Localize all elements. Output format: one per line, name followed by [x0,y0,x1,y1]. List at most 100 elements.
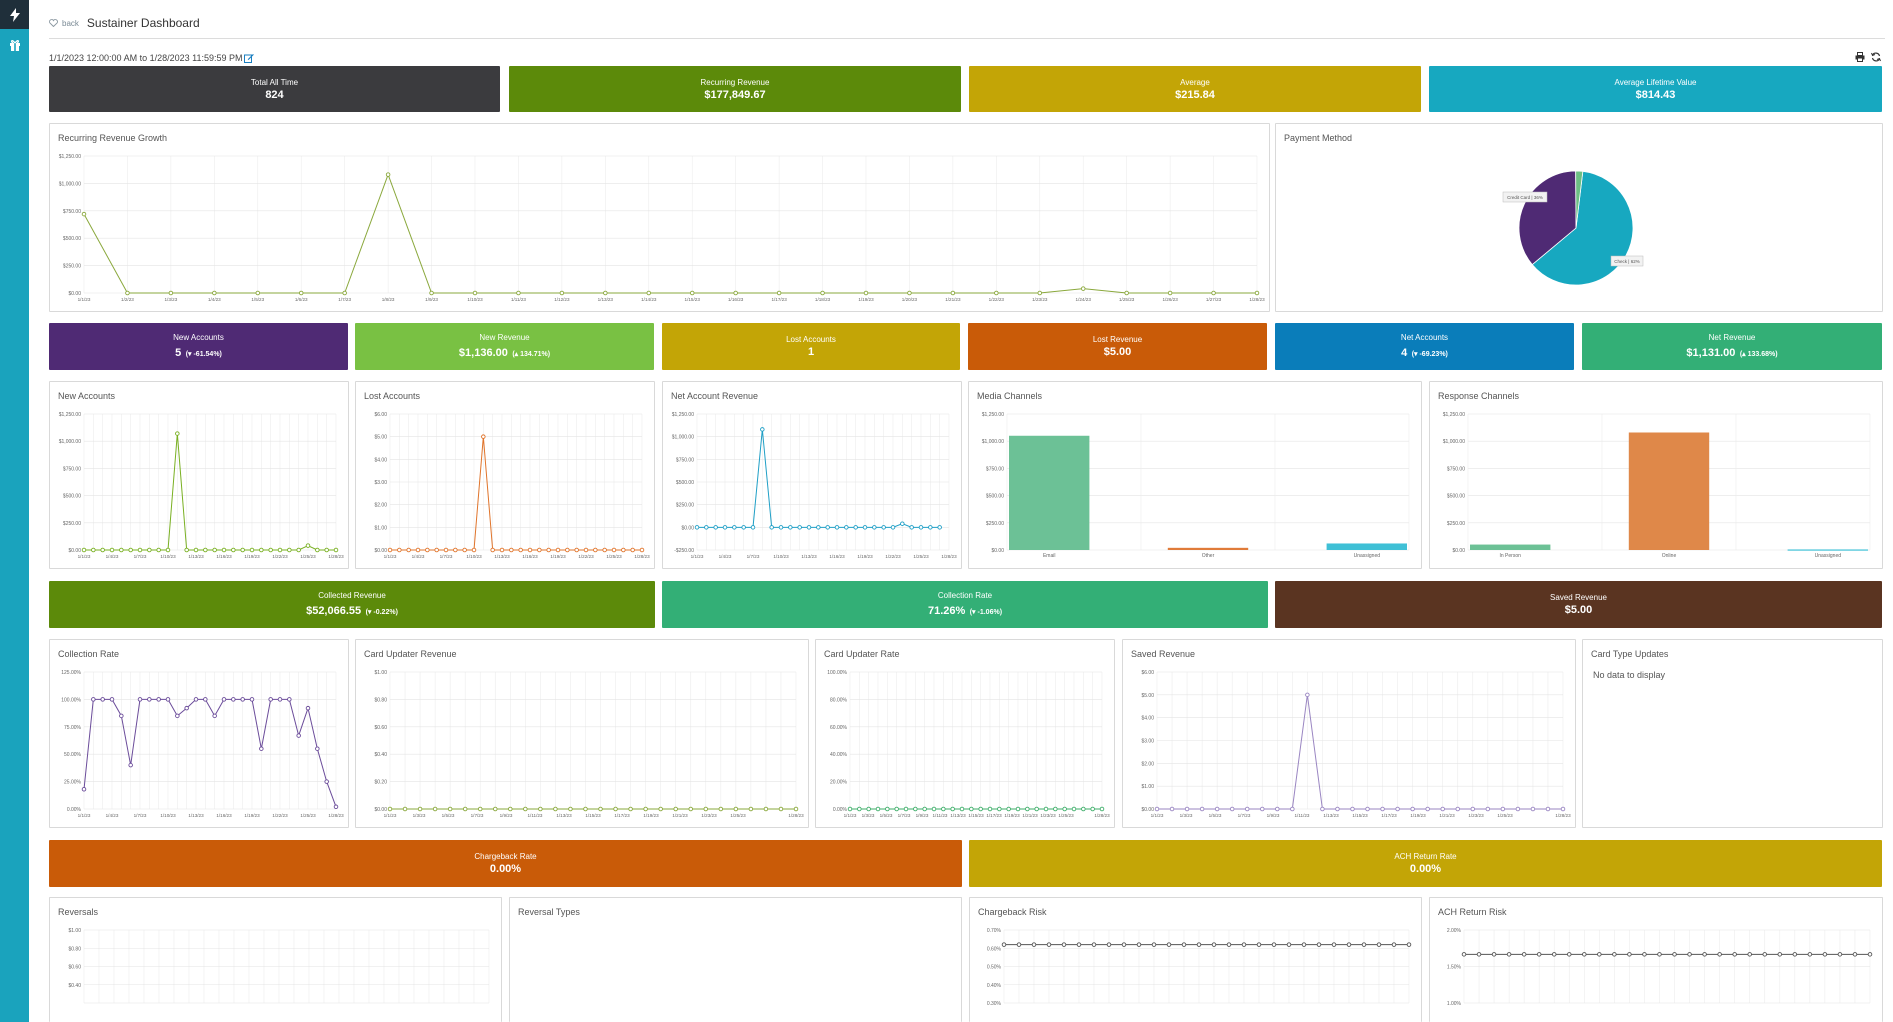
data-point [212,547,217,553]
data-point [603,290,608,296]
data-point [165,697,171,702]
data-point [1822,952,1828,957]
stat-new-revenue[interactable]: New Revenue $1,136.00 (▴ 134.71%) [355,323,654,370]
y-tick-label: $1,250.00 [672,412,694,418]
data-point [694,525,700,530]
stat-change: (▾ -69.23%) [1411,351,1448,358]
data-point [184,547,189,553]
x-tick-label: 1/21/23 [672,813,688,818]
stat-value: $177,849.67 [704,88,766,101]
edit-icon[interactable] [244,53,255,63]
y-tick-label: $0.00 [991,548,1004,554]
data-point [1106,942,1112,947]
data-point [402,806,408,812]
data-point [128,547,133,553]
y-tick-label: $0.00 [374,548,387,554]
stat-net-revenue[interactable]: Net Revenue $1,131.00 (▴ 133.68%) [1582,323,1882,370]
stat-recurring-revenue[interactable]: Recurring Revenue $177,849.67 [509,66,961,112]
data-point [553,806,558,812]
card-chargeback-risk: Chargeback Risk 0.30% 0.40% 0.50% 0.60% 0.70… [969,897,1422,1022]
data-point [1076,942,1082,947]
data-point [1391,942,1397,947]
stat-value: 0.00% [489,863,522,875]
data-point [1241,942,1247,947]
data-point [240,697,245,702]
data-point [417,806,423,812]
data-point [673,806,678,812]
data-point [1081,806,1086,812]
y-tick-label: 2.00% [1447,928,1462,934]
data-point [1582,952,1587,957]
x-tick-label: 1/19/23 [550,554,566,559]
y-tick-label: $0.60 [68,965,81,971]
card-response-channels: Response Channels $0.00 $250.00 $500.00 $75… [1429,381,1883,569]
data-point [778,525,784,530]
stat-average[interactable]: Average $215.84 [969,66,1421,112]
stat-lost-accounts[interactable]: Lost Accounts 1 [662,323,960,370]
data-point [119,547,124,553]
bolt-icon[interactable] [0,0,29,29]
bar [1326,543,1407,550]
x-tick-label: 1/23/23 [1040,813,1056,818]
data-point [806,525,812,530]
y-tick-label: 1.00% [1447,1001,1462,1007]
data-point [249,697,255,702]
stat-saved-revenue[interactable]: Saved Revenue $5.00 [1275,581,1882,628]
stat-new-accounts[interactable]: New Accounts 5 (▾ -61.54%) [49,323,348,370]
data-point [950,290,956,296]
y-tick-label: $500.00 [63,494,81,500]
data-point [137,697,143,702]
data-point [481,434,486,439]
x-tick-label: 1/13/23 [598,297,614,302]
card-title: Saved Revenue [1131,649,1196,659]
data-point [1717,952,1722,957]
y-tick-label: $250.00 [676,503,694,509]
data-point [203,547,208,553]
x-tick-label: 1/25/23 [1119,297,1135,302]
data-point [415,547,421,553]
data-point [903,806,909,812]
x-tick-label: 1/12/23 [554,297,570,302]
stat-change: (▾ -1.06%) [969,609,1003,616]
x-tick-label: 1/22/23 [272,813,288,818]
stat-chargeback-rate[interactable]: Chargeback Rate 0.00% [49,840,962,887]
card-media-channels: Media Channels $0.00 $250.00 $500.00 $750.0… [968,381,1422,569]
x-tick-label: 1/21/23 [1439,813,1455,818]
heart-icon [49,19,58,27]
data-point [315,746,320,751]
stat-total-all-time[interactable]: Total All Time 824 [49,66,500,112]
data-point [816,525,821,530]
stat-ach-return-rate[interactable]: ACH Return Rate 0.00% [969,840,1882,887]
x-tick-label: 1/9/23 [1267,813,1280,818]
stat-collected-revenue[interactable]: Collected Revenue $52,066.55 (▾ -0.22%) [49,581,655,628]
stat-value: $52,066.55 [306,605,362,617]
data-point [1214,806,1220,812]
data-point [1491,952,1497,957]
x-tick-label: 1/13/23 [556,813,572,818]
stat-lost-revenue[interactable]: Lost Revenue $5.00 [968,323,1267,370]
y-tick-label: $0.00 [1452,548,1465,554]
stat-net-accounts[interactable]: Net Accounts 4 (▾ -69.23%) [1275,323,1574,370]
stat-average-lifetime-value[interactable]: Average Lifetime Value $814.43 [1429,66,1882,112]
y-tick-label: $1.00 [1141,784,1154,790]
stat-value: $1,131.00 [1686,347,1736,359]
print-icon[interactable] [1855,52,1865,62]
data-point [1015,806,1021,812]
data-point [259,547,264,553]
y-tick-label: $1,000.00 [982,439,1004,445]
y-tick-label: $1,000.00 [59,181,81,187]
back-link[interactable]: back [49,19,79,28]
y-tick-label: $250.00 [63,521,81,527]
x-tick-label: Unassigned [1354,553,1381,559]
card-title: New Accounts [58,391,116,401]
data-point [922,806,927,812]
net-account-revenue-chart: -$250.00 $0.00 $250.00 $500.00 $750.00 $1,000… [672,412,957,559]
data-point [147,697,152,702]
data-point [231,547,236,553]
stat-collection-rate[interactable]: Collection Rate 71.26% (▾ -1.06%) [662,581,1268,628]
data-point [875,806,881,812]
data-point [769,525,774,530]
data-point [907,290,912,296]
gift-icon[interactable] [0,30,29,59]
refresh-icon[interactable] [1871,52,1881,62]
